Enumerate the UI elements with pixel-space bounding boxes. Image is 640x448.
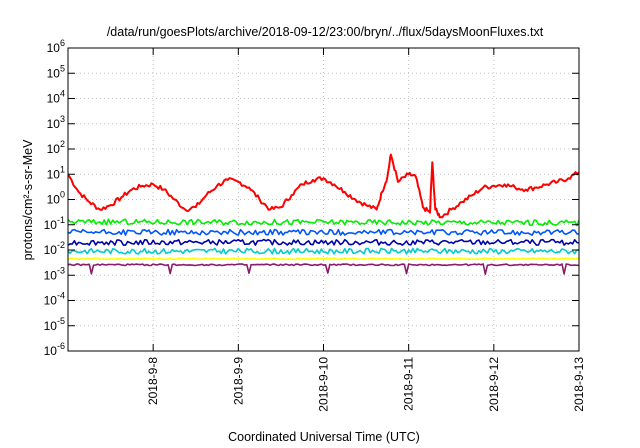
chart-title: /data/run/goesPlots/archive/2018-09-12/2… bbox=[107, 25, 544, 39]
series-line-4 bbox=[68, 238, 579, 246]
y-tick-label: 101 bbox=[47, 164, 65, 181]
y-tick-label: 10-6 bbox=[44, 341, 65, 358]
x-axis-label: Coordinated Universal Time (UTC) bbox=[228, 430, 420, 444]
series-group bbox=[68, 153, 579, 275]
x-tick-label: 2018-9-11 bbox=[402, 357, 416, 411]
series-line-3 bbox=[68, 228, 579, 236]
y-tick-label: 106 bbox=[47, 38, 65, 55]
x-tick-label: 2018-9-12 bbox=[487, 357, 501, 412]
series-line-7 bbox=[68, 263, 579, 275]
y-tick-label: 102 bbox=[47, 139, 65, 156]
y-tick-label: 10-4 bbox=[44, 291, 65, 308]
y-tick-label: 100 bbox=[47, 190, 65, 207]
series-line-5 bbox=[68, 247, 579, 255]
x-tick-label: 2018-9-8 bbox=[146, 357, 160, 405]
grid bbox=[68, 48, 579, 351]
y-tick-label: 10-3 bbox=[44, 265, 65, 282]
y-tick-label: 10-1 bbox=[44, 215, 65, 232]
y-tick-label: 10-5 bbox=[44, 316, 65, 333]
y-axis: 10-6 10-5 10-4 10-3 10-2 10-1 100 101 102 103 104 1… bbox=[44, 38, 579, 358]
y-tick-label: 10-2 bbox=[44, 240, 65, 257]
series-line-2 bbox=[68, 218, 579, 227]
x-tick-label: 2018-9-13 bbox=[572, 357, 586, 412]
y-tick-label: 103 bbox=[47, 114, 65, 131]
x-tick-label: 2018-9-10 bbox=[317, 357, 331, 412]
y-axis-label: protons/cm²-s-sr-MeV bbox=[21, 139, 35, 261]
y-tick-label: 105 bbox=[47, 63, 65, 80]
y-tick-label: 104 bbox=[47, 89, 65, 106]
x-tick-label: 2018-9-9 bbox=[231, 357, 245, 405]
series-line-6 bbox=[68, 257, 579, 261]
x-axis: 2018-9-8 2018-9-9 2018-9-10 2018-9-11 2018-9… bbox=[146, 48, 586, 412]
series-line-1 bbox=[68, 153, 579, 219]
